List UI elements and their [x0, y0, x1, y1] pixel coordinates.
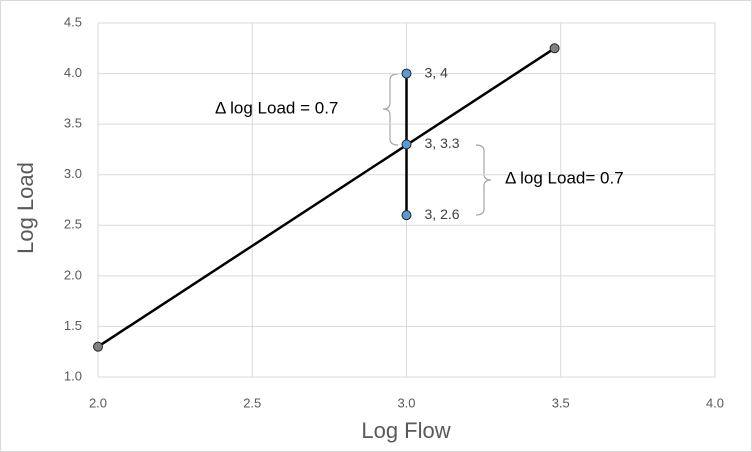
point [401, 139, 412, 150]
y-tick-label: 3.5 [64, 116, 82, 131]
annotation: Δ log Load = 0.7 [215, 98, 338, 117]
data-label: 3, 3.3 [425, 135, 460, 151]
y-tick-label: 2.0 [64, 267, 82, 282]
y-tick-label: 4.5 [64, 14, 82, 29]
data-label: 3, 2.6 [425, 206, 460, 222]
y-axis-title: Log Load [13, 162, 38, 254]
y-tick-label: 1.0 [64, 368, 82, 383]
series-line [97, 47, 556, 348]
y-tick-label: 3.0 [64, 166, 82, 181]
y-tick-label: 4.0 [64, 65, 82, 80]
y-tick-label: 2.5 [64, 217, 82, 232]
point [401, 68, 412, 79]
data-label: 3, 4 [425, 64, 449, 80]
bracket [382, 73, 399, 146]
y-tick-label: 1.5 [64, 318, 82, 333]
point [401, 210, 412, 221]
point [93, 341, 103, 352]
x-tick-label: 3.0 [397, 395, 415, 410]
annotation: Δ log Load= 0.7 [505, 168, 624, 187]
x-tick-label: 3.5 [552, 395, 570, 410]
x-tick-label: 2.5 [243, 395, 261, 410]
x-axis-title: Log Flow [361, 418, 450, 443]
x-tick-label: 4.0 [706, 395, 724, 410]
point [549, 43, 560, 54]
bracket [475, 144, 492, 216]
x-tick-label: 2.0 [89, 395, 107, 410]
